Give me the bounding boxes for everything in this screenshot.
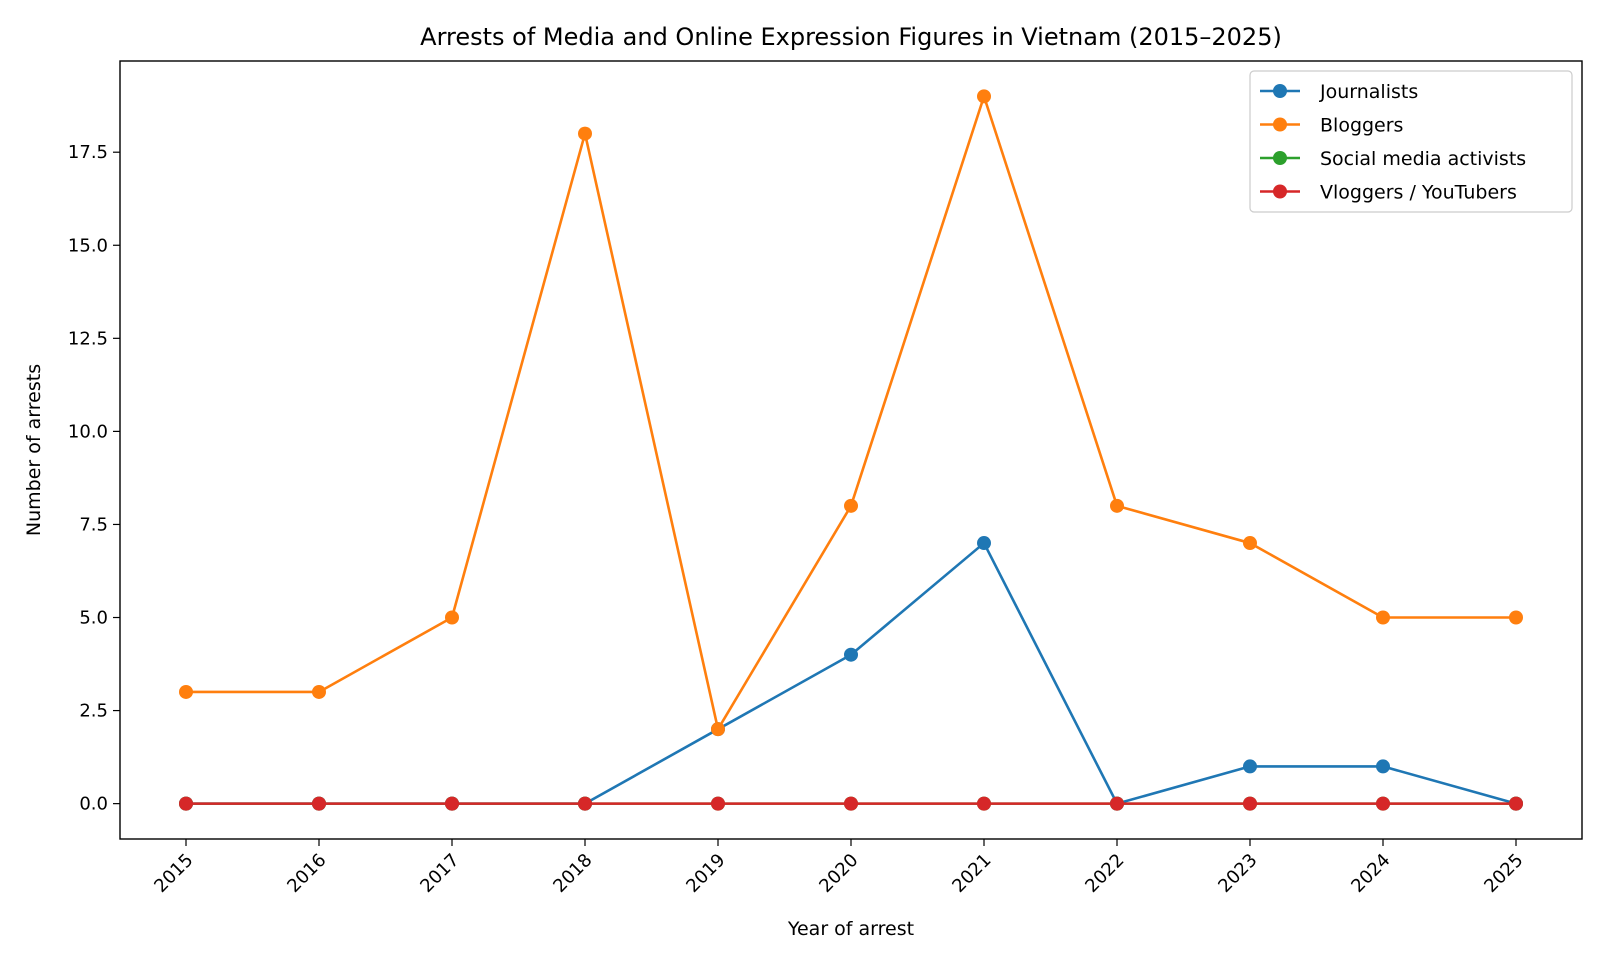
data-point-bloggers <box>1110 498 1124 513</box>
legend-marker-journalists <box>1273 84 1287 98</box>
y-tick-label: 2.5 <box>79 701 108 722</box>
data-point-journalists <box>1376 759 1390 774</box>
data-point-bloggers <box>179 684 193 699</box>
legend-label-bloggers: Bloggers <box>1320 115 1403 137</box>
legend-marker-bloggers <box>1273 117 1287 132</box>
data-point-vloggers-youtubers <box>711 796 725 811</box>
legend-label-journalists: Journalists <box>1319 81 1418 103</box>
x-tick-label: 2018 <box>549 850 596 897</box>
data-point-bloggers <box>445 610 459 625</box>
x-tick-label: 2020 <box>815 850 862 897</box>
legend-marker-vloggers-youtubers <box>1273 184 1287 199</box>
legend: Journalists Bloggers Social media activist… <box>1249 70 1573 213</box>
legend-label-vloggers-youtubers: Vloggers / YouTubers <box>1320 182 1517 204</box>
y-tick-label: 10.0 <box>68 421 108 442</box>
x-tick-label: 2019 <box>682 850 729 897</box>
data-point-vloggers-youtubers <box>179 796 193 811</box>
data-point-journalists <box>1243 759 1257 774</box>
data-point-bloggers <box>711 722 725 737</box>
x-tick-label: 2023 <box>1214 850 1261 897</box>
x-tick-label: 2015 <box>150 850 197 897</box>
data-point-journalists <box>844 647 858 662</box>
x-tick-label: 2016 <box>283 850 330 897</box>
data-point-vloggers-youtubers <box>977 796 991 811</box>
y-axis-label: Number of arrests <box>23 364 45 536</box>
data-point-bloggers <box>977 89 991 104</box>
y-tick-label: 17.5 <box>68 142 108 163</box>
data-point-bloggers <box>1376 610 1390 625</box>
x-tick-label: 2024 <box>1347 850 1394 897</box>
y-axis-ticks: 0.0 2.5 5.0 7.5 10.0 12.5 15.0 17.5 <box>68 142 120 815</box>
x-tick-label: 2022 <box>1081 850 1128 897</box>
chart-title: Arrests of Media and Online Expression F… <box>420 23 1282 51</box>
legend-label-social-media-activists: Social media activists <box>1320 148 1526 170</box>
data-point-vloggers-youtubers <box>1376 796 1390 811</box>
plot-frame <box>119 60 1583 840</box>
series-layer <box>179 89 1523 811</box>
data-point-vloggers-youtubers <box>312 796 326 811</box>
data-point-bloggers <box>1243 536 1257 551</box>
x-tick-label: 2021 <box>948 850 995 897</box>
y-tick-label: 7.5 <box>79 514 108 535</box>
legend-marker-social-media-activists <box>1273 151 1287 165</box>
x-axis-label: Year of arrest <box>787 918 914 940</box>
data-point-vloggers-youtubers <box>1509 796 1523 811</box>
data-point-bloggers <box>312 684 326 699</box>
data-point-bloggers <box>844 498 858 513</box>
data-point-bloggers <box>578 126 592 141</box>
data-point-bloggers <box>1509 610 1523 625</box>
data-point-vloggers-youtubers <box>578 796 592 811</box>
x-tick-label: 2025 <box>1480 850 1527 897</box>
series-line-journalists <box>186 541 1517 805</box>
y-tick-label: 5.0 <box>79 608 108 629</box>
y-tick-label: 15.0 <box>68 235 108 256</box>
x-axis-ticks: 2015 2016 2017 2018 2019 2020 2021 2022 2023 2024… <box>150 839 1528 897</box>
x-tick-label: 2017 <box>416 850 463 897</box>
data-point-journalists <box>977 536 991 551</box>
data-point-vloggers-youtubers <box>1110 796 1124 811</box>
data-point-vloggers-youtubers <box>445 796 459 811</box>
data-point-vloggers-youtubers <box>1243 796 1257 811</box>
legend-box <box>1249 70 1573 213</box>
y-tick-label: 0.0 <box>79 794 108 815</box>
data-point-vloggers-youtubers <box>844 796 858 811</box>
y-tick-label: 12.5 <box>68 328 108 349</box>
